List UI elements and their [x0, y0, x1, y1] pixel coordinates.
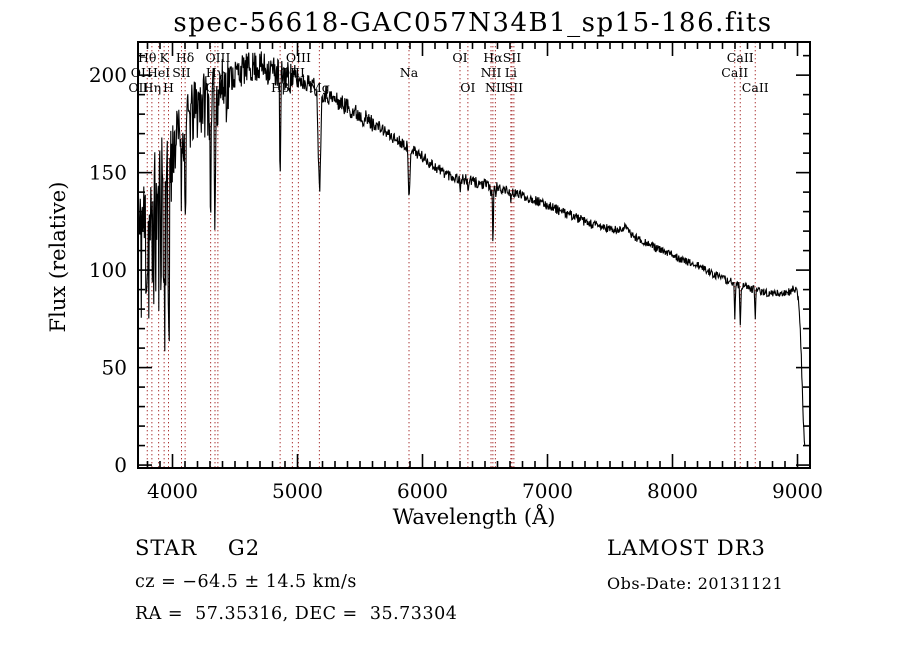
line-label-k: K	[159, 50, 169, 65]
x-tick-label: 5000	[272, 479, 323, 503]
line-label-caii: CaII	[727, 50, 754, 65]
x-tick-label: 9000	[772, 479, 823, 503]
line-label-caii: CaII	[721, 65, 748, 80]
line-label-oiii: OIII	[286, 50, 311, 65]
y-tick-label: 50	[102, 356, 127, 380]
line-label-sii: SII	[505, 80, 524, 95]
line-label-nii: NII	[481, 65, 502, 80]
line-label-hei: HeI	[147, 65, 170, 80]
line-label-g: G	[206, 80, 216, 95]
survey-text: LAMOST DR3	[607, 536, 766, 560]
y-tick-label: 150	[89, 161, 127, 185]
line-label-sii: SII	[172, 65, 191, 80]
y-tick-label: 200	[89, 63, 127, 87]
line-label-caii: CaII	[742, 80, 769, 95]
line-label-hδ: Hδ	[176, 50, 194, 65]
x-tick-label: 7000	[522, 479, 573, 503]
line-label-oi: OI	[452, 50, 467, 65]
line-label-nii: NII	[485, 80, 506, 95]
y-tick-label: 0	[114, 453, 127, 477]
spectral-line-markers	[137, 42, 756, 468]
x-tick-label: 4000	[147, 479, 198, 503]
line-label-h: H	[163, 80, 174, 95]
plot-title: spec-56618-GAC057N34B1_sp15-186.fits	[173, 8, 773, 38]
spectrum-line	[138, 51, 806, 446]
line-label-hθ: Hθ	[138, 50, 156, 65]
line-label-oi: OI	[460, 80, 475, 95]
spectral-line-labels: OIOIIHθHηHeIKHSIIHδGHγOIIIHβOIIIOIIIMgNa…	[128, 50, 768, 95]
ra-dec-text: RA = 57.35316, DEC = 35.73304	[135, 604, 458, 624]
axis-ticks	[138, 42, 810, 468]
plot-frame	[137, 41, 811, 469]
line-label-hη: Hη	[143, 80, 161, 95]
obs-date-text: Obs-Date: 20131121	[607, 574, 784, 593]
radial-velocity-text: cz = −64.5 ± 14.5 km/s	[135, 572, 357, 592]
line-label-li: Li	[505, 65, 517, 80]
line-label-oiii: OIII	[205, 50, 230, 65]
line-label-hγ: Hγ	[206, 65, 224, 80]
line-label-na: Na	[400, 65, 419, 80]
tick-labels: 4000 5000 6000 7000 8000 9000 0 50 100 150 200	[89, 63, 823, 503]
line-label-sii: SII	[503, 50, 522, 65]
x-tick-label: 6000	[397, 479, 448, 503]
classification-text: STAR G2	[135, 536, 261, 560]
y-tick-label: 100	[89, 258, 127, 282]
x-axis-title: Wavelength (Å)	[392, 505, 556, 529]
line-label-hα: Hα	[483, 50, 503, 65]
x-tick-label: 8000	[647, 479, 698, 503]
